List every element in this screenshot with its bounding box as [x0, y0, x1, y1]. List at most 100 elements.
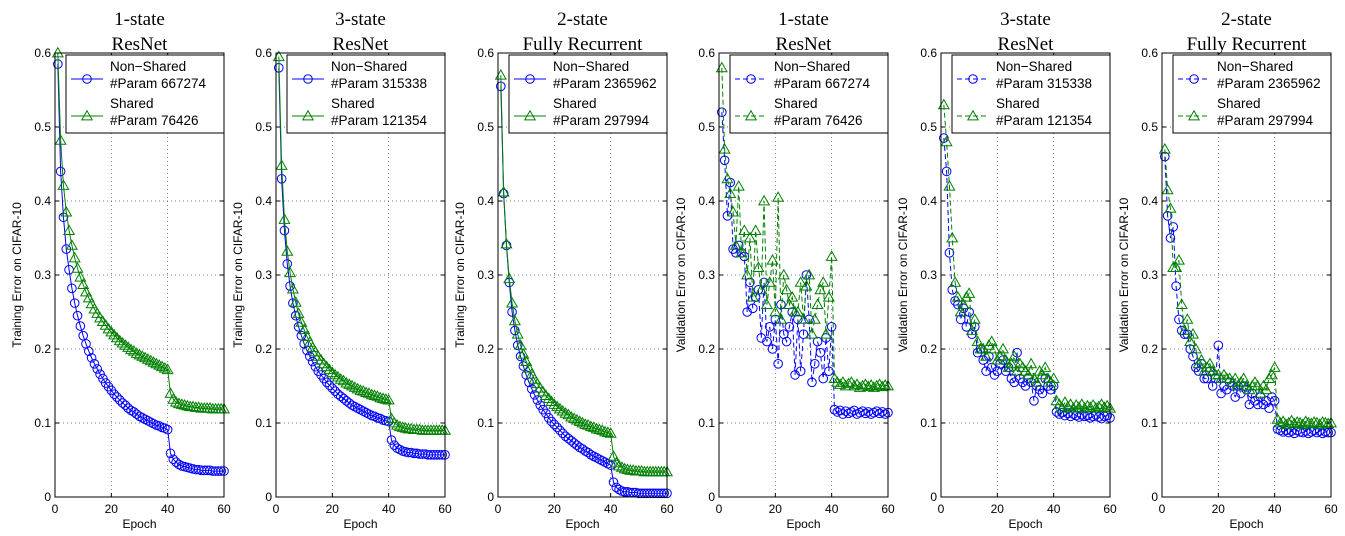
- data-point: [63, 224, 76, 235]
- data-point: [358, 406, 369, 416]
- data-point: [738, 224, 751, 235]
- data-point: [763, 276, 776, 287]
- data-point: [525, 367, 538, 379]
- y-tick-label: 0.2: [34, 342, 51, 356]
- data-point: [980, 350, 993, 361]
- data-point: [278, 213, 291, 224]
- data-point: [829, 404, 840, 415]
- y-tick-label: 0.6: [477, 46, 494, 60]
- series-shared: [937, 98, 1117, 413]
- data-point: [1277, 415, 1290, 426]
- data-point: [955, 314, 966, 325]
- data-point: [870, 379, 883, 391]
- data-point: [991, 353, 1004, 365]
- data-point: [812, 336, 823, 347]
- data-point: [165, 448, 176, 459]
- data-point: [108, 328, 121, 340]
- data-point: [337, 374, 350, 386]
- x-tick-label: 20: [105, 502, 119, 516]
- data-point: [717, 107, 727, 117]
- x-tick-label: 40: [382, 502, 396, 516]
- data-point: [539, 389, 552, 401]
- data-point: [140, 414, 150, 425]
- data-point: [811, 298, 824, 309]
- data-point: [345, 379, 359, 391]
- data-point: [718, 142, 731, 154]
- data-point: [58, 212, 69, 223]
- data-point: [603, 458, 613, 469]
- data-point: [1226, 376, 1239, 387]
- chart-panel-2: 3-state ResNet 0 0.1 0.2 0.3 0.4 0.5 0.6 0 20 40 60 E…: [231, 9, 452, 531]
- y-tick-label: 0.3: [477, 268, 494, 282]
- data-point: [1039, 361, 1052, 372]
- data-point: [732, 179, 745, 191]
- data-point: [557, 428, 568, 439]
- data-point: [546, 416, 557, 427]
- data-point: [511, 327, 524, 339]
- data-point: [659, 488, 669, 499]
- data-point: [576, 416, 589, 428]
- data-point: [520, 355, 533, 366]
- data-point: [89, 359, 100, 369]
- data-point: [1002, 361, 1015, 372]
- chart-panel-1: 1-state ResNet 0 0.1 0.2 0.3 0.4 0.5 0.6 0 20 40 60 E…: [10, 9, 231, 531]
- data-point: [186, 400, 200, 412]
- data-point: [350, 401, 360, 412]
- data-point: [57, 179, 70, 190]
- y-tick-label: 0: [487, 490, 494, 504]
- chart-title-line-2: ResNet: [333, 34, 390, 55]
- legend: Non−Shared #Param 2365962 Shared #Param 297…: [1172, 54, 1332, 134]
- data-point: [281, 245, 294, 256]
- data-point: [1254, 387, 1267, 398]
- chart-title-line-2: ResNet: [776, 34, 833, 55]
- data-point: [69, 298, 80, 308]
- data-point: [752, 261, 765, 272]
- data-point: [161, 363, 174, 375]
- data-point: [807, 377, 817, 388]
- chart-title-line-1: 1-state: [114, 9, 165, 30]
- data-point: [321, 377, 332, 388]
- data-point: [766, 253, 779, 265]
- legend-param: #Param 315338: [996, 76, 1092, 91]
- data-point: [120, 400, 131, 411]
- chart-title-line-2: ResNet: [998, 34, 1055, 55]
- data-point: [814, 283, 827, 295]
- data-point: [1229, 372, 1242, 383]
- data-point: [944, 248, 955, 258]
- legend-swatch-marker: [82, 74, 92, 84]
- data-point: [162, 424, 173, 435]
- data-point: [54, 134, 67, 145]
- data-point: [1198, 364, 1211, 376]
- x-tick-label: 40: [1268, 502, 1282, 516]
- data-point: [391, 419, 404, 430]
- legend: Non−Shared #Param 315338 Shared #Param 1213…: [951, 54, 1111, 134]
- data-point: [786, 290, 799, 302]
- data-point: [587, 421, 600, 432]
- data-point: [357, 384, 370, 396]
- data-point: [1234, 376, 1247, 387]
- x-tick-label: 60: [217, 502, 231, 516]
- data-point: [610, 456, 623, 468]
- legend-label: Shared: [1217, 96, 1261, 111]
- data-point: [51, 46, 64, 58]
- data-point: [92, 364, 103, 374]
- data-point: [1181, 313, 1194, 324]
- data-point: [562, 408, 575, 420]
- legend-swatch-marker: [303, 74, 313, 84]
- data-point: [75, 321, 86, 331]
- data-point: [769, 305, 782, 317]
- data-point: [514, 339, 527, 350]
- x-axis-label: Epoch: [786, 517, 820, 531]
- data-point: [331, 370, 345, 382]
- legend-param: #Param 2365962: [1217, 76, 1321, 91]
- series-non-shared: [274, 63, 450, 460]
- data-point: [413, 423, 426, 435]
- data-point: [773, 359, 783, 369]
- legend-swatch-marker: [968, 74, 978, 84]
- data-point: [856, 379, 869, 391]
- data-point: [1005, 357, 1018, 369]
- data-point: [822, 290, 835, 302]
- data-point: [368, 389, 381, 401]
- legend-param: #Param 2365962: [553, 76, 657, 91]
- legend: Non−Shared #Param 315338 Shared #Param 1213…: [286, 54, 446, 134]
